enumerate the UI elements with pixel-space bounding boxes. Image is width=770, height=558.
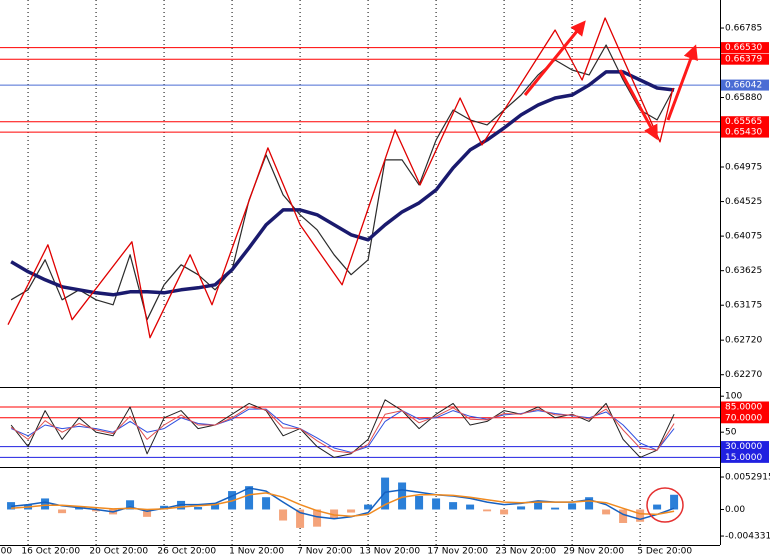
- level-label-box: [721, 126, 769, 138]
- series-line: [10, 44, 675, 321]
- y-tick-label: 0.64975: [725, 163, 762, 173]
- pane-borders: [0, 0, 721, 546]
- level-label-box: [721, 116, 769, 128]
- up-arrow: [666, 44, 698, 121]
- histogram-bar: [245, 486, 254, 510]
- histogram-bar: [483, 509, 492, 512]
- histogram-bar: [415, 495, 424, 510]
- histogram-bar: [381, 477, 390, 510]
- histogram-bar: [347, 509, 356, 513]
- y-tick-label: -0.0043313: [725, 532, 770, 542]
- highlight-circle: [646, 487, 684, 523]
- histogram-bar: [41, 498, 50, 510]
- series-line: [10, 399, 675, 458]
- histogram-bar: [279, 509, 288, 521]
- y-tick-label: 0.62270: [725, 370, 762, 380]
- y-tick-label: 100: [725, 392, 742, 402]
- histogram-bar: [432, 498, 441, 510]
- histogram-bar: [636, 509, 645, 522]
- histogram-bar: [194, 507, 203, 510]
- level-label: 0.66379: [725, 55, 762, 65]
- level-label: 30.0000: [725, 442, 762, 452]
- series-line: [10, 406, 675, 454]
- x-tick-label: 17 Nov 20:00: [427, 547, 488, 557]
- histogram-bar: [619, 509, 628, 523]
- x-tick-label: 13 Nov 20:00: [359, 547, 420, 557]
- y-tick-label: 0.65880: [725, 93, 762, 103]
- level-label-box: [721, 401, 769, 413]
- histogram-bar: [500, 509, 509, 515]
- histogram-bar: [262, 497, 271, 510]
- histogram-bar: [602, 509, 611, 515]
- x-tick-label: 1 Nov 20:00: [229, 547, 284, 557]
- y-tick-label: 0.63175: [725, 301, 762, 311]
- level-label: 15.0000: [725, 453, 762, 463]
- histogram-bar: [58, 509, 67, 514]
- histogram-bar: [568, 503, 577, 510]
- level-label: 70.0000: [725, 413, 762, 423]
- histogram-bar: [466, 504, 475, 510]
- y-tick-label: 0.64075: [725, 232, 762, 242]
- annotation-arrows: [523, 20, 698, 141]
- series-line: [7, 17, 674, 339]
- level-label-box: [721, 441, 769, 453]
- histogram-bar: [517, 506, 526, 510]
- series-line: [10, 70, 675, 297]
- histogram-bar: [653, 504, 662, 510]
- y-tick-label: 0.62720: [725, 336, 762, 346]
- histogram-bar: [92, 509, 101, 512]
- level-label: 0.65565: [725, 117, 762, 127]
- level-label-box: [721, 79, 769, 91]
- x-tick-label: 16 Oct 20:00: [21, 547, 80, 557]
- x-tick-label: 20 Oct 20:00: [89, 547, 148, 557]
- histogram-bar: [398, 482, 407, 510]
- y-tick-label: 0.0052915: [725, 473, 770, 483]
- histogram-bar: [313, 509, 322, 527]
- x-tick-label: 5 Dec 20:00: [637, 547, 692, 557]
- level-label-box: [721, 42, 769, 54]
- histogram-bar: [364, 504, 373, 510]
- level-label: 0.66530: [725, 43, 762, 53]
- histogram-bar: [670, 494, 679, 510]
- down-arrow: [618, 69, 658, 141]
- level-label: 0.66042: [725, 81, 762, 91]
- histogram-bar: [126, 500, 135, 510]
- histogram-bar: [143, 509, 152, 517]
- level-label-box: [721, 451, 769, 463]
- y-tick-label: 0.63625: [725, 266, 762, 276]
- histogram-bar: [330, 509, 339, 519]
- x-tick-label: 7 Nov 20:00: [297, 547, 352, 557]
- level-label-box: [721, 53, 769, 65]
- histogram-bar: [551, 507, 560, 510]
- histogram-bar: [449, 502, 458, 510]
- x-tick-label: 26 Oct 20:00: [157, 547, 216, 557]
- y-tick-label: 0.00: [725, 505, 745, 515]
- histogram-bar: [296, 509, 305, 528]
- level-label-box: [721, 412, 769, 424]
- level-label: 85.0000: [725, 402, 762, 412]
- histogram-bar: [534, 502, 543, 510]
- y-tick-label: 0.64525: [725, 197, 762, 207]
- histogram-bar: [585, 497, 594, 510]
- y-tick-label: 0.66785: [725, 24, 762, 34]
- y-tick-label: 50: [725, 428, 737, 438]
- series-line: [11, 492, 675, 517]
- x-tick-label: 23 Nov 20:00: [495, 547, 556, 557]
- level-label: 0.65430: [725, 128, 762, 138]
- up-arrow: [523, 20, 586, 96]
- histogram-bar: [211, 503, 220, 510]
- x-tick-label: 00: [1, 547, 13, 557]
- x-tick-label: 29 Nov 20:00: [563, 547, 624, 557]
